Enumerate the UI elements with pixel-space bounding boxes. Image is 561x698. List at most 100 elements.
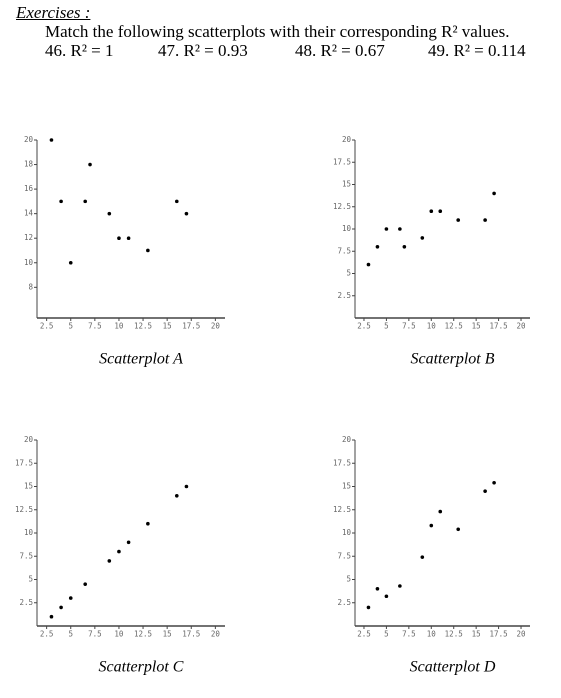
point xyxy=(456,527,461,532)
x-tick-label: 7.5 xyxy=(402,322,416,331)
y-tick-label: 7.5 xyxy=(337,551,351,560)
y-tick-label: 8 xyxy=(28,282,33,291)
y-tick-label: 20 xyxy=(24,435,34,444)
point xyxy=(492,480,496,485)
y-tick-label: 15 xyxy=(342,180,351,189)
point xyxy=(384,227,389,231)
x-tick-label: 5 xyxy=(68,630,73,639)
point xyxy=(126,236,131,241)
x-tick-label: 7.5 xyxy=(88,322,102,331)
point xyxy=(483,218,487,222)
point xyxy=(126,540,131,545)
x-tick-label: 20 xyxy=(211,630,221,639)
x-tick-label: 2.5 xyxy=(357,322,371,331)
x-tick-label: 2.5 xyxy=(357,630,371,639)
x-tick-label: 5 xyxy=(68,322,73,331)
x-tick-label: 12.5 xyxy=(134,322,152,331)
caption: Scatterplot D xyxy=(410,659,496,676)
x-tick-label: 12.5 xyxy=(445,630,463,639)
y-tick-label: 5 xyxy=(346,575,351,584)
point xyxy=(366,262,371,267)
point xyxy=(398,584,402,588)
y-tick-label: 2.5 xyxy=(19,598,33,607)
x-tick-label: 10 xyxy=(114,630,124,639)
y-tick-label: 20 xyxy=(342,135,352,144)
y-tick-label: 10 xyxy=(24,258,34,267)
y-tick-label: 5 xyxy=(346,269,351,278)
y-tick-label: 17.5 xyxy=(15,458,33,467)
point xyxy=(384,594,389,599)
y-tick-label: 17.5 xyxy=(333,157,351,166)
point xyxy=(59,199,63,204)
x-tick-label: 15 xyxy=(163,630,172,639)
point xyxy=(429,523,434,528)
exercises-title: Exercises : xyxy=(16,3,91,22)
point xyxy=(375,587,380,591)
point xyxy=(49,614,54,619)
point xyxy=(398,227,402,231)
point xyxy=(429,209,434,213)
point xyxy=(146,521,150,526)
x-tick-label: 15 xyxy=(472,322,481,331)
y-tick-label: 2.5 xyxy=(337,598,351,607)
x-tick-label: 10 xyxy=(114,322,124,331)
point xyxy=(420,236,425,240)
y-tick-label: 2.5 xyxy=(337,291,351,300)
y-tick-label: 14 xyxy=(24,209,34,218)
y-tick-label: 7.5 xyxy=(19,551,33,560)
x-tick-label: 5 xyxy=(384,322,389,331)
point xyxy=(483,489,487,493)
x-tick-label: 2.5 xyxy=(40,322,54,331)
item: 49. R² = 0.114 xyxy=(428,41,526,60)
y-tick-label: 20 xyxy=(24,135,34,144)
y-tick-label: 20 xyxy=(342,435,352,444)
point xyxy=(88,162,92,167)
x-tick-label: 17.5 xyxy=(490,322,508,331)
x-tick-label: 17.5 xyxy=(182,322,200,331)
y-tick-label: 15 xyxy=(24,482,33,491)
point xyxy=(83,582,88,586)
y-tick-label: 10 xyxy=(24,528,34,537)
x-tick-label: 12.5 xyxy=(134,630,152,639)
point xyxy=(174,494,179,498)
y-tick-label: 12.5 xyxy=(333,202,351,211)
x-tick-label: 15 xyxy=(163,322,172,331)
point xyxy=(68,260,73,265)
point xyxy=(49,138,54,142)
y-tick-label: 7.5 xyxy=(337,246,351,255)
caption: Scatterplot B xyxy=(411,351,495,368)
x-tick-label: 20 xyxy=(211,322,221,331)
x-tick-label: 2.5 xyxy=(40,630,54,639)
y-tick-label: 12.5 xyxy=(333,505,351,514)
y-tick-label: 15 xyxy=(342,482,351,491)
caption: Scatterplot A xyxy=(99,351,183,368)
x-tick-label: 5 xyxy=(384,630,389,639)
x-tick-label: 15 xyxy=(472,630,481,639)
x-tick-label: 7.5 xyxy=(402,630,416,639)
point xyxy=(492,191,496,196)
point xyxy=(184,211,189,216)
point xyxy=(438,209,443,213)
point xyxy=(174,199,179,204)
point xyxy=(117,549,121,554)
item: 48. R² = 0.67 xyxy=(295,41,385,60)
point xyxy=(366,605,371,610)
point xyxy=(375,245,380,249)
y-tick-label: 12.5 xyxy=(15,505,33,514)
x-tick-label: 20 xyxy=(517,322,527,331)
y-tick-label: 10 xyxy=(342,224,352,233)
x-tick-label: 12.5 xyxy=(445,322,463,331)
item: 47. R² = 0.93 xyxy=(158,41,248,60)
point xyxy=(68,596,73,600)
x-tick-label: 10 xyxy=(427,322,437,331)
y-tick-label: 5 xyxy=(28,575,33,584)
point xyxy=(59,605,63,610)
point xyxy=(117,236,121,241)
y-tick-label: 16 xyxy=(24,184,34,193)
y-tick-label: 18 xyxy=(24,160,34,169)
instruction: Match the following scatterplots with th… xyxy=(45,22,510,41)
caption: Scatterplot C xyxy=(99,659,184,676)
x-tick-label: 17.5 xyxy=(182,630,200,639)
